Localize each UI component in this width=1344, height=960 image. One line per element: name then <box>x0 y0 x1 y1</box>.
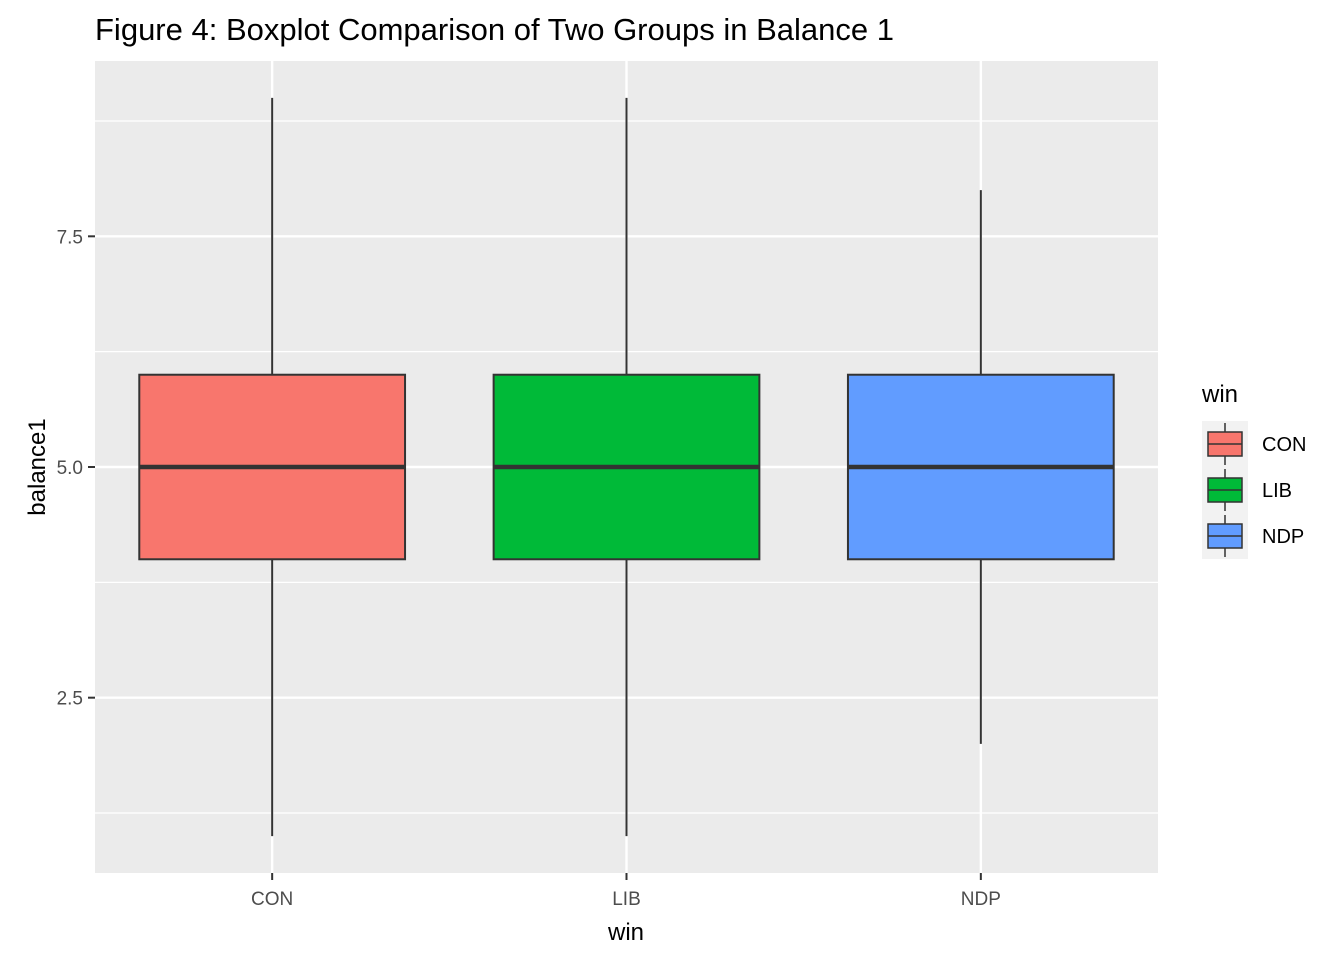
legend-key-lib <box>1207 469 1243 511</box>
legend-key-con <box>1207 423 1243 465</box>
y-axis: 2.5 5.0 7.5 <box>57 227 95 710</box>
legend-label: CON <box>1262 434 1306 456</box>
legend-title: win <box>1201 381 1238 408</box>
boxes <box>138 97 1115 837</box>
x-axis-title: win <box>607 919 644 946</box>
box-lib <box>492 97 761 837</box>
y-tick-label: 5.0 <box>57 458 83 479</box>
legend-label: NDP <box>1262 526 1304 548</box>
x-axis: CON LIB NDP <box>251 873 1001 910</box>
legend-key-ndp <box>1207 515 1243 557</box>
x-tick-label: LIB <box>612 889 641 910</box>
x-tick-label: CON <box>251 889 293 910</box>
y-tick-label: 7.5 <box>57 227 83 248</box>
y-axis-title: balance1 <box>24 418 51 515</box>
legend: win CON LIB NDP <box>1201 381 1306 559</box>
chart-title: Figure 4: Boxplot Comparison of Two Grou… <box>95 12 894 47</box>
box-con <box>138 97 407 837</box>
x-tick-label: NDP <box>961 889 1001 910</box>
y-tick-label: 2.5 <box>57 689 83 710</box>
box-ndp <box>846 190 1115 744</box>
legend-label: LIB <box>1262 480 1292 502</box>
